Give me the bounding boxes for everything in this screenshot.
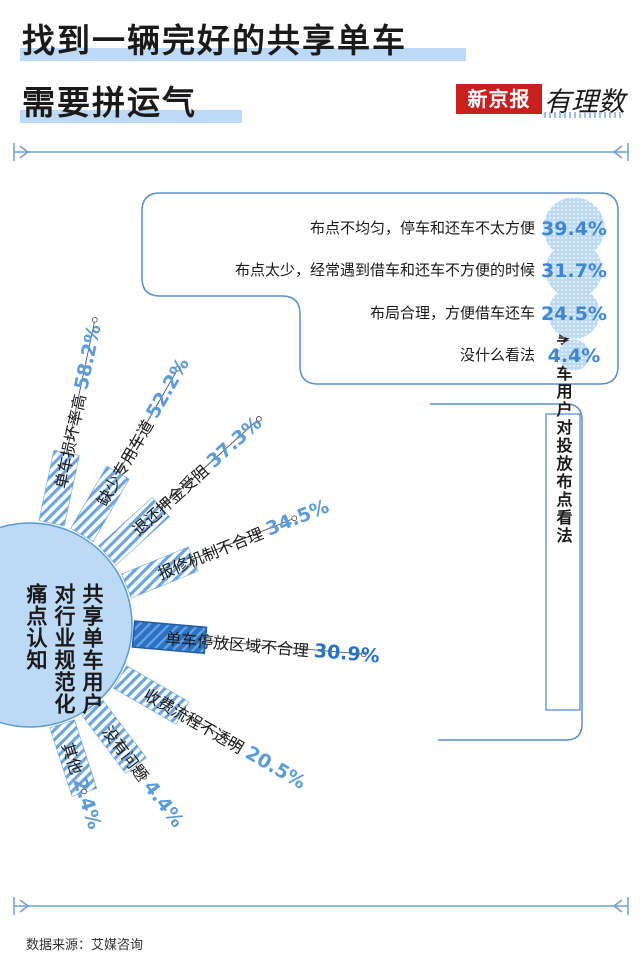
radial-guide-5 <box>182 712 239 746</box>
radial-bar-7 <box>49 719 98 797</box>
opinion-bubble-2 <box>548 287 600 339</box>
opinion-bubble-3 <box>558 339 590 371</box>
opinion-panel-frame <box>141 192 619 385</box>
radial-value-0: 58.2% <box>70 323 105 392</box>
radial-label-3: 报修机制不合理 34.5% <box>154 495 332 584</box>
center-label-2: 对行业规范化 <box>52 582 77 715</box>
radial-value-7: 2.4% <box>68 775 105 832</box>
radial-value-5: 20.5% <box>241 742 309 794</box>
radial-bar-1 <box>70 465 130 542</box>
radial-guide-2 <box>160 418 260 508</box>
brand-logo: 新京报 有理数 <box>456 78 626 120</box>
page-title-line-1: 找到一辆完好的共享单车 <box>22 21 407 60</box>
bottom-divider <box>13 897 629 915</box>
radial-guide-dot-3 <box>291 515 298 522</box>
radial-guide-dot-2 <box>256 416 262 422</box>
radial-value-4: 30.9% <box>313 640 381 668</box>
radial-value-6: 4.4% <box>139 776 188 831</box>
opinion-label-0: 布点不均匀，停车和还车不太方便 <box>310 219 535 237</box>
radial-category-2: 退还押金受阻 <box>129 458 217 540</box>
brand-logo-box: 新京报 <box>456 84 542 114</box>
radial-bar-0 <box>38 449 80 527</box>
radial-bar-4 <box>131 620 208 655</box>
radial-guide-dot-4 <box>360 651 367 658</box>
radial-guide-0 <box>66 319 96 453</box>
radial-label-4: 单车停放区域不合理 30.9% <box>164 627 380 668</box>
opinion-bubble-1 <box>545 241 603 299</box>
radial-value-1: 52.2% <box>142 354 194 422</box>
radial-guide-dot-0 <box>92 316 98 323</box>
radial-guide-3 <box>193 517 295 560</box>
radial-category-0: 单车损坏率高 <box>51 388 91 491</box>
opinion-value-0: 39.4% <box>541 218 607 240</box>
radial-bar-5 <box>113 665 190 725</box>
opinion-bubble-0 <box>543 197 605 259</box>
radial-guide-dot-5 <box>234 742 241 748</box>
data-source: 数据来源：艾媒咨询 <box>26 938 144 953</box>
radial-label-5: 收费流程不透明 20.5% <box>140 683 309 794</box>
opinion-value-2: 24.5% <box>541 303 607 325</box>
radial-guide-1 <box>117 368 179 473</box>
radial-category-4: 单车停放区域不合理 <box>165 629 315 661</box>
opinion-bar-group: 布点不均匀，停车和还车不太方便 39.4% 布点太少，经常遇到借车和还车不方便的时候… <box>235 197 607 371</box>
brand-logo-grid <box>544 112 624 118</box>
radial-label-7: 其他 2.4% <box>57 740 106 832</box>
opinion-label-3: 没什么看法 <box>460 346 535 364</box>
radial-category-3: 报修机制不合理 <box>155 522 271 583</box>
opinion-label-1: 布点太少，经常遇到借车和还车不方便的时候 <box>235 261 535 279</box>
radial-category-1: 缺少专用车道 <box>93 412 160 509</box>
radial-bar-2 <box>98 497 170 566</box>
radial-guide-4 <box>205 639 364 655</box>
radial-value-3: 34.5% <box>263 495 332 540</box>
center-disc: 共享单车用户 对行业规范化 痛点认知 <box>0 522 133 728</box>
top-divider <box>13 143 629 161</box>
radial-guide-dot-7 <box>81 788 87 795</box>
opinion-label-2: 布局合理，方便借车还车 <box>370 304 535 322</box>
opinion-title-box <box>545 413 581 711</box>
radial-category-5: 收费流程不透明 <box>141 685 252 760</box>
opinion-value-3: 4.4% <box>548 345 601 367</box>
center-label-3: 痛点认知 <box>24 582 48 671</box>
radial-bar-3 <box>121 546 199 599</box>
page-title-line-2: 需要拼运气 <box>22 83 197 122</box>
opinion-value-1: 31.7% <box>541 260 607 282</box>
radial-guide-dot-1 <box>175 365 181 372</box>
radial-value-2: 37.3% <box>202 412 266 472</box>
radial-label-6: 没有问题 4.4% <box>97 721 188 832</box>
radial-guide-dot-6 <box>141 773 148 780</box>
connector-frame <box>430 403 583 741</box>
radial-bar-6 <box>81 699 147 774</box>
center-label-1: 共享单车用户 <box>80 583 104 715</box>
